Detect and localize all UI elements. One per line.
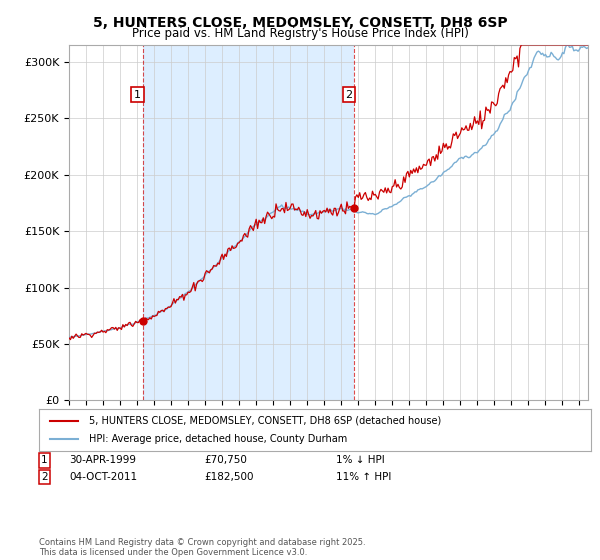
Text: £70,750: £70,750: [204, 455, 247, 465]
Text: 5, HUNTERS CLOSE, MEDOMSLEY, CONSETT, DH8 6SP: 5, HUNTERS CLOSE, MEDOMSLEY, CONSETT, DH…: [92, 16, 508, 30]
Text: £182,500: £182,500: [204, 472, 254, 482]
Text: 5, HUNTERS CLOSE, MEDOMSLEY, CONSETT, DH8 6SP (detached house): 5, HUNTERS CLOSE, MEDOMSLEY, CONSETT, DH…: [89, 416, 441, 426]
Text: 2: 2: [41, 472, 47, 482]
Text: 30-APR-1999: 30-APR-1999: [69, 455, 136, 465]
Text: 11% ↑ HPI: 11% ↑ HPI: [336, 472, 391, 482]
Text: 1: 1: [134, 90, 141, 100]
Text: 1% ↓ HPI: 1% ↓ HPI: [336, 455, 385, 465]
Text: 1: 1: [41, 455, 47, 465]
Text: HPI: Average price, detached house, County Durham: HPI: Average price, detached house, Coun…: [89, 434, 347, 444]
Text: Price paid vs. HM Land Registry's House Price Index (HPI): Price paid vs. HM Land Registry's House …: [131, 27, 469, 40]
Text: 2: 2: [346, 90, 352, 100]
Text: 04-OCT-2011: 04-OCT-2011: [69, 472, 137, 482]
Text: Contains HM Land Registry data © Crown copyright and database right 2025.
This d: Contains HM Land Registry data © Crown c…: [39, 538, 365, 557]
Bar: [143, 45, 354, 400]
